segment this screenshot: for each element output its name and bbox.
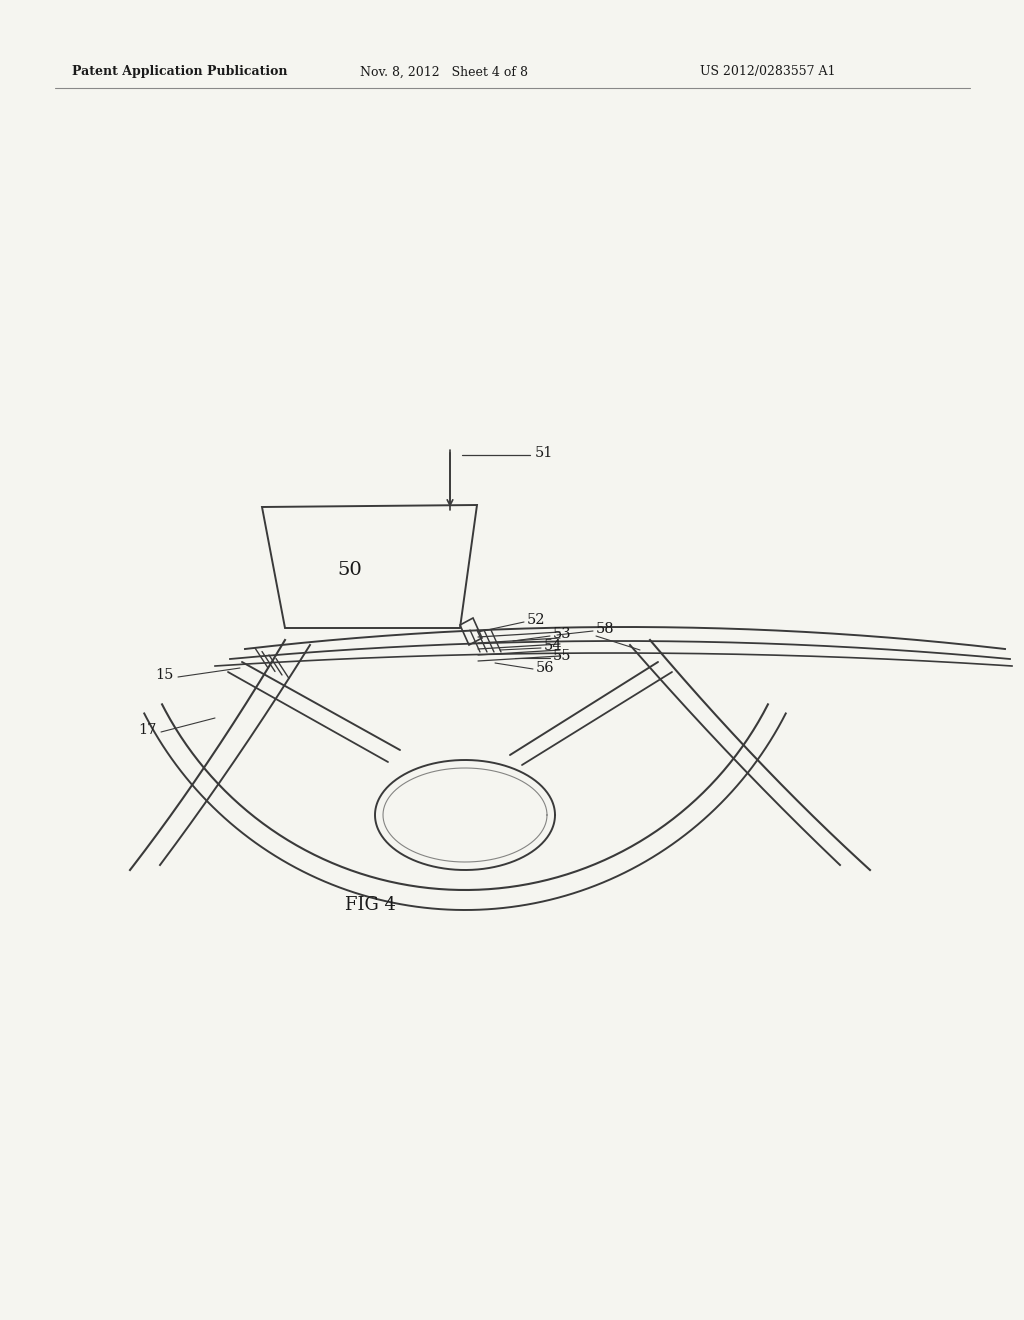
Text: US 2012/0283557 A1: US 2012/0283557 A1 — [700, 66, 836, 78]
Text: Patent Application Publication: Patent Application Publication — [72, 66, 288, 78]
Text: 58: 58 — [596, 622, 614, 636]
Text: Nov. 8, 2012   Sheet 4 of 8: Nov. 8, 2012 Sheet 4 of 8 — [360, 66, 528, 78]
Text: 53: 53 — [553, 627, 571, 642]
Text: 15: 15 — [155, 668, 173, 682]
Text: 17: 17 — [138, 723, 157, 737]
Text: 50: 50 — [338, 561, 362, 579]
Text: 56: 56 — [536, 661, 555, 675]
Text: 54: 54 — [544, 639, 562, 653]
Text: 52: 52 — [527, 612, 546, 627]
Text: FIG 4: FIG 4 — [344, 896, 395, 913]
Text: 51: 51 — [535, 446, 553, 459]
Text: 55: 55 — [553, 649, 571, 663]
